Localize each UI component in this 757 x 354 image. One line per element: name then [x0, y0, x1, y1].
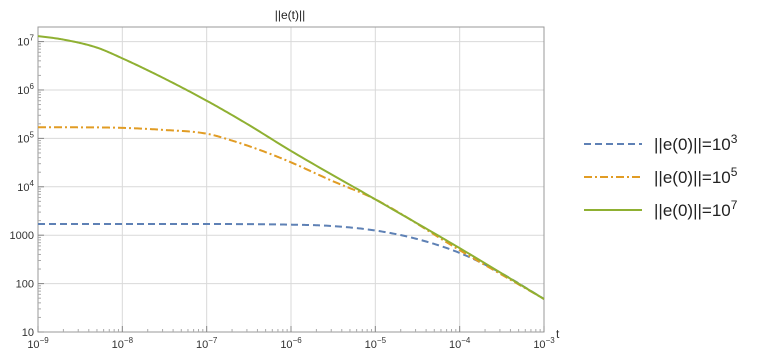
x-tick-label: 10−7	[196, 336, 218, 351]
series-lines	[37, 35, 545, 300]
y-tick-label: 10	[22, 327, 34, 339]
x-axis-label: t	[556, 327, 560, 341]
legend-label: ||e(0)||=107	[654, 198, 738, 220]
y-tick-label: 1000	[10, 230, 34, 242]
legend-label: ||e(0)||=103	[654, 132, 738, 154]
series-line	[38, 223, 545, 300]
x-tick-label: 10−3	[533, 336, 555, 351]
x-tick-label: 10−9	[27, 336, 49, 351]
x-tick-label: 10−8	[112, 336, 134, 351]
minor-ticks	[37, 41, 545, 333]
series-line	[37, 126, 545, 300]
x-tick-label: 10−4	[449, 336, 471, 351]
x-tick-label: 10−6	[280, 336, 302, 351]
chart-title: ||e(t)||	[275, 8, 305, 22]
legend: ||e(0)||=103 ||e(0)||=105 ||e(0)||=107	[584, 132, 738, 220]
y-tick-label: 107	[17, 34, 34, 49]
y-tick-label: 104	[17, 179, 34, 194]
series-line	[37, 35, 545, 300]
y-tick-labels: 10 100 1000 104 105 106 107	[10, 34, 35, 339]
y-tick-label: 100	[16, 279, 34, 291]
x-tick-label: 10−5	[365, 336, 387, 351]
y-tick-label: 105	[17, 130, 34, 145]
grid	[37, 27, 545, 333]
x-tick-labels: 10−9 10−8 10−7 10−6 10−5 10−4 10−3	[27, 336, 555, 351]
y-tick-label: 106	[17, 82, 34, 97]
legend-label: ||e(0)||=105	[654, 165, 738, 187]
